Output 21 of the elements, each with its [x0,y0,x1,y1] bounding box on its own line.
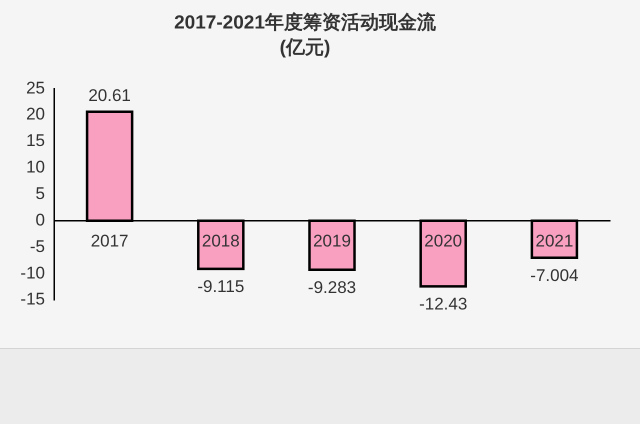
chart-subtitle: (亿元) [280,37,330,58]
x-tick-label: 2019 [313,232,351,251]
y-tick-label: 15 [26,131,45,150]
x-tick-label: 2021 [535,232,574,251]
y-tick-label: 25 [26,78,45,98]
y-tick-label: -5 [30,236,45,256]
x-tick-label: 2018 [202,232,240,251]
y-tick-label: -15 [20,290,45,309]
x-tick-label: 2017 [90,232,129,251]
chart-title: 2017-2021年度筹资活动现金流 [174,12,437,34]
y-tick-label: 20 [26,104,45,124]
data-label: -12.43 [419,294,468,314]
x-tick-label: 2020 [424,232,462,251]
data-label: -7.004 [530,266,578,285]
data-label: 20.61 [88,86,131,105]
data-label: -9.283 [308,278,356,297]
y-tick-label: -10 [20,263,45,282]
y-tick-label: 10 [26,158,45,177]
data-label: -9.115 [197,277,244,296]
y-tick-label: 0 [36,210,45,230]
y-tick-label: 5 [36,184,45,203]
